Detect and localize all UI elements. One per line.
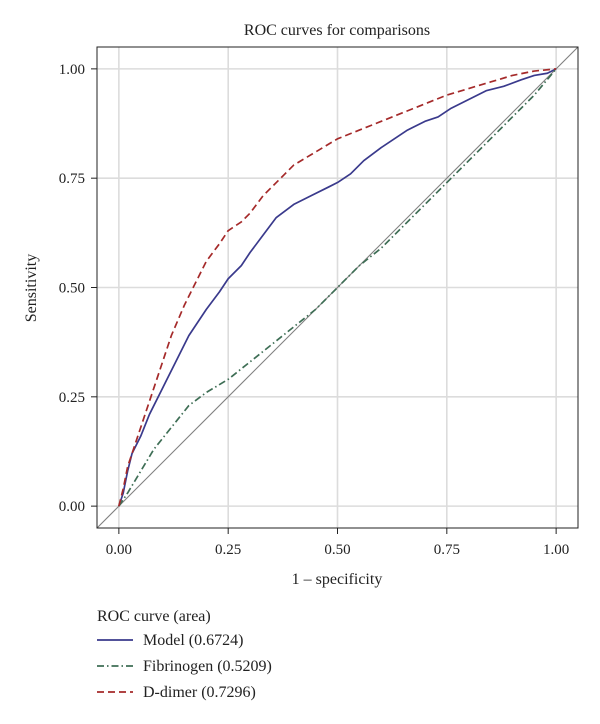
series-line-1 — [118, 68, 557, 507]
x-tick-label: 1.00 — [543, 542, 569, 558]
x-tick-label: 0.75 — [434, 542, 460, 558]
y-tick-label: 0.75 — [59, 171, 85, 187]
ticks-layer: 0.00 0.25 0.50 0.75 1.00 0.00 0.25 0.50 0.75 1.00 — [59, 62, 570, 558]
y-tick-label: 0.00 — [59, 499, 85, 515]
series-line-2 — [118, 68, 557, 507]
series-line-3 — [118, 68, 557, 507]
reference-diagonal-line — [97, 47, 578, 528]
y-tick-label: 1.00 — [59, 62, 85, 78]
x-axis-title: 1 – specificity — [292, 571, 383, 588]
y-tick-label: 0.50 — [59, 281, 85, 297]
legend: ROC curve (area) Model (0.6724) Fibrinoge… — [97, 608, 272, 701]
chart-title: ROC curves for comparisons — [244, 22, 430, 39]
x-tick-label: 0.50 — [324, 542, 350, 558]
legend-title: ROC curve (area) — [97, 608, 211, 625]
series-layer — [118, 68, 557, 507]
legend-label: Fibrinogen (0.5209) — [143, 658, 272, 675]
reference-line-layer — [97, 47, 578, 528]
legend-items: Model (0.6724) Fibrinogen (0.5209) D-dimer… — [97, 632, 272, 701]
x-tick-label: 0.25 — [215, 542, 241, 558]
x-tick-label: 0.00 — [106, 542, 132, 558]
legend-label: Model (0.6724) — [143, 632, 243, 649]
y-tick-label: 0.25 — [59, 390, 85, 406]
legend-label: D-dimer (0.7296) — [143, 684, 256, 701]
y-axis-title: Sensitivity — [23, 254, 40, 322]
